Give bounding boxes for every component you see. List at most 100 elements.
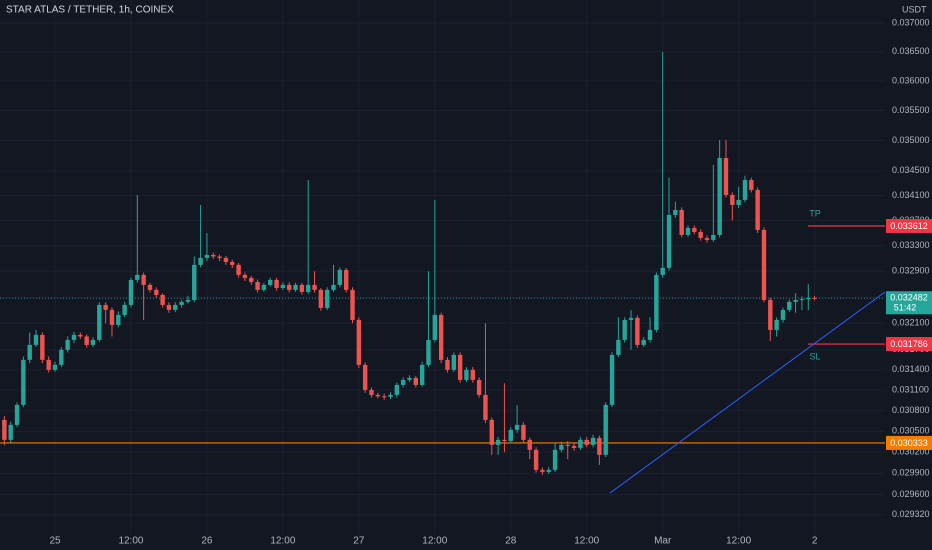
candle-body: [616, 339, 621, 355]
candle-body: [641, 339, 646, 345]
x-tick-label: 28: [505, 536, 517, 547]
currency-label: USDT: [902, 4, 927, 14]
candle-body: [457, 354, 463, 380]
candle-body: [223, 257, 229, 262]
candle-body: [324, 289, 330, 308]
candle-body: [185, 299, 191, 302]
candle-body: [369, 389, 374, 395]
candle-body: [306, 284, 311, 292]
candle-body: [280, 284, 286, 288]
candle-body: [33, 334, 39, 345]
y-tick-label: 0.032100: [892, 318, 930, 328]
candle-body: [622, 319, 627, 340]
candle-body: [331, 284, 336, 290]
candle-body: [495, 439, 501, 445]
candle-body: [381, 396, 387, 398]
candle-body: [274, 279, 279, 288]
trend-line: [609, 291, 886, 494]
candle-body: [337, 269, 343, 285]
candle-body: [514, 424, 520, 430]
candle-body: [476, 379, 482, 395]
candle-body: [571, 445, 577, 448]
candle-body: [806, 297, 811, 300]
candle-body: [268, 279, 273, 285]
candle-body: [179, 301, 184, 305]
candle-body: [173, 304, 178, 310]
countdown-label: 51:42: [894, 303, 917, 313]
candle-body: [432, 314, 438, 340]
candle-body: [147, 284, 153, 290]
candle-body: [736, 199, 741, 205]
candle-body: [249, 277, 254, 282]
candle-body: [14, 404, 20, 425]
candle-body: [293, 284, 298, 290]
x-tick-label: Mar: [654, 536, 672, 547]
current-price-tag: [886, 291, 932, 315]
x-tick-label: 26: [201, 536, 213, 547]
candle-body: [812, 297, 817, 299]
candle-body: [287, 284, 292, 290]
x-tick-label: 2: [812, 536, 818, 547]
candle-body: [71, 334, 77, 340]
candle-body: [52, 364, 58, 370]
y-tick-label: 0.036500: [892, 46, 930, 56]
candle-body: [154, 289, 159, 295]
level-note: SL: [809, 351, 820, 361]
x-tick-label: 12:00: [574, 536, 599, 547]
candle-body: [723, 157, 729, 195]
candle-body: [261, 284, 267, 290]
candle-body: [128, 279, 134, 305]
candle-body: [343, 269, 349, 290]
candle-body: [730, 194, 735, 205]
candle-body: [698, 231, 703, 238]
candle-body: [318, 289, 324, 308]
candle-body: [90, 339, 96, 345]
candle-body: [356, 319, 362, 365]
candle-body: [230, 261, 235, 265]
candle-body: [160, 294, 165, 305]
price-tag: [886, 435, 932, 450]
candle-body: [717, 157, 722, 235]
candle-body: [628, 317, 634, 320]
candle-body: [375, 394, 381, 397]
candle-body: [419, 364, 425, 385]
price-tag-label: 0.031786: [890, 339, 928, 349]
candle-body: [552, 449, 558, 470]
x-tick-label: 12:00: [422, 536, 447, 547]
y-tick-label: 0.036000: [892, 75, 930, 85]
candle-body: [597, 437, 602, 455]
candle-body: [533, 449, 539, 470]
candle-body: [768, 299, 773, 330]
candle-body: [445, 359, 450, 370]
x-tick-label: 12:00: [118, 536, 143, 547]
candle-body: [312, 284, 317, 290]
candle-body: [584, 439, 589, 445]
candle-body: [470, 369, 475, 380]
candle-body: [635, 317, 640, 345]
price-tag-label: 0.033612: [890, 221, 928, 231]
candle-body: [407, 377, 412, 380]
candle-body: [540, 469, 545, 472]
candle-body: [426, 339, 431, 365]
candle-body: [59, 349, 64, 365]
y-tick-label: 0.029320: [892, 509, 930, 519]
candle-body: [198, 257, 203, 265]
candle-body: [780, 309, 786, 320]
candle-body: [489, 419, 494, 445]
level-note: TP: [809, 208, 821, 218]
candle-body: [141, 274, 146, 285]
x-tick-label: 12:00: [270, 536, 295, 547]
price-tag: [886, 337, 932, 352]
candle-body: [673, 209, 678, 215]
candle-body: [135, 274, 140, 280]
candle-body: [774, 319, 779, 330]
y-tick-label: 0.030500: [892, 426, 930, 436]
candle-body: [654, 274, 659, 330]
candle-body: [647, 329, 653, 340]
y-tick-label: 0.035500: [892, 105, 930, 115]
candle-body: [483, 394, 488, 420]
candle-body: [84, 336, 89, 345]
candle-body: [590, 437, 596, 445]
